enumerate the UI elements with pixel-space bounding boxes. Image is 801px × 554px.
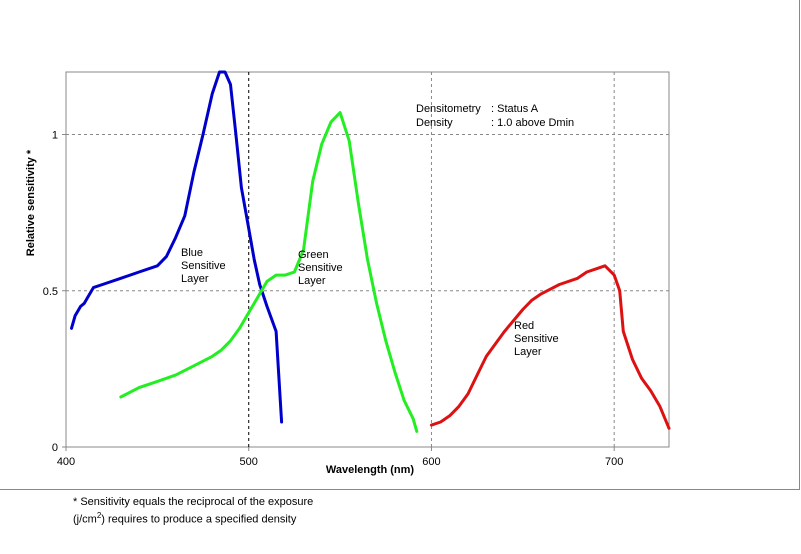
figure-frame xyxy=(0,0,800,490)
x-tick-label: 700 xyxy=(605,456,623,468)
x-tick-label: 400 xyxy=(57,456,75,468)
tick-labels: 400 500 600 700 0 0.5 1 xyxy=(43,130,624,469)
y-tick-label: 0.5 xyxy=(43,286,58,298)
green-sensitivity-curve xyxy=(119,111,419,433)
y-tick-label: 1 xyxy=(52,130,58,142)
red-label-line-3: Layer xyxy=(514,346,542,358)
y-axis-title: Relative sensitivity * xyxy=(25,149,37,256)
blue-label-line-2: Sensitive xyxy=(181,260,226,272)
green-layer-label: Green Sensitive Layer xyxy=(298,249,343,287)
red-label-line-2: Sensitive xyxy=(514,333,559,345)
annotation-box: Densitometry : Status A Density : 1.0 ab… xyxy=(416,103,574,129)
footnote: * Sensitivity equals the reciprocal of t… xyxy=(73,496,313,527)
footnote-line-2-pre: (j/cm xyxy=(73,513,97,526)
annotation-value-1: : Status A xyxy=(491,103,539,115)
green-label-line-2: Sensitive xyxy=(298,262,343,274)
footnote-superscript: 2 xyxy=(96,511,102,520)
blue-layer-label: Blue Sensitive Layer xyxy=(181,247,226,285)
red-layer-label: Red Sensitive Layer xyxy=(514,320,559,358)
footnote-line-2-post: ) requires to produce a specified densit… xyxy=(101,513,297,526)
x-tick-label: 600 xyxy=(422,456,440,468)
annotation-key-1: Densitometry xyxy=(416,103,481,115)
x-axis-title: Wavelength (nm) xyxy=(326,464,415,476)
footnote-line-2: (j/cm2) requires to produce a specified … xyxy=(73,509,313,527)
annotation-value-2: : 1.0 above Dmin xyxy=(491,117,574,129)
green-label-line-3: Layer xyxy=(298,275,326,287)
x-tick-label: 500 xyxy=(240,456,258,468)
blue-label-line-1: Blue xyxy=(181,247,203,259)
footnote-line-1: * Sensitivity equals the reciprocal of t… xyxy=(73,496,314,508)
series-lines xyxy=(70,70,671,433)
green-label-line-1: Green xyxy=(298,249,329,261)
blue-label-line-3: Layer xyxy=(181,273,209,285)
y-tick-label: 0 xyxy=(52,442,58,454)
annotation-key-2: Density xyxy=(416,117,453,129)
sensitivity-chart: 400 500 600 700 0 0.5 1 Wavelength (nm) Relati… xyxy=(25,70,671,476)
red-sensitivity-curve xyxy=(430,264,671,430)
gridlines xyxy=(66,72,669,447)
red-label-line-1: Red xyxy=(514,320,534,332)
blue-sensitivity-curve xyxy=(70,70,284,424)
